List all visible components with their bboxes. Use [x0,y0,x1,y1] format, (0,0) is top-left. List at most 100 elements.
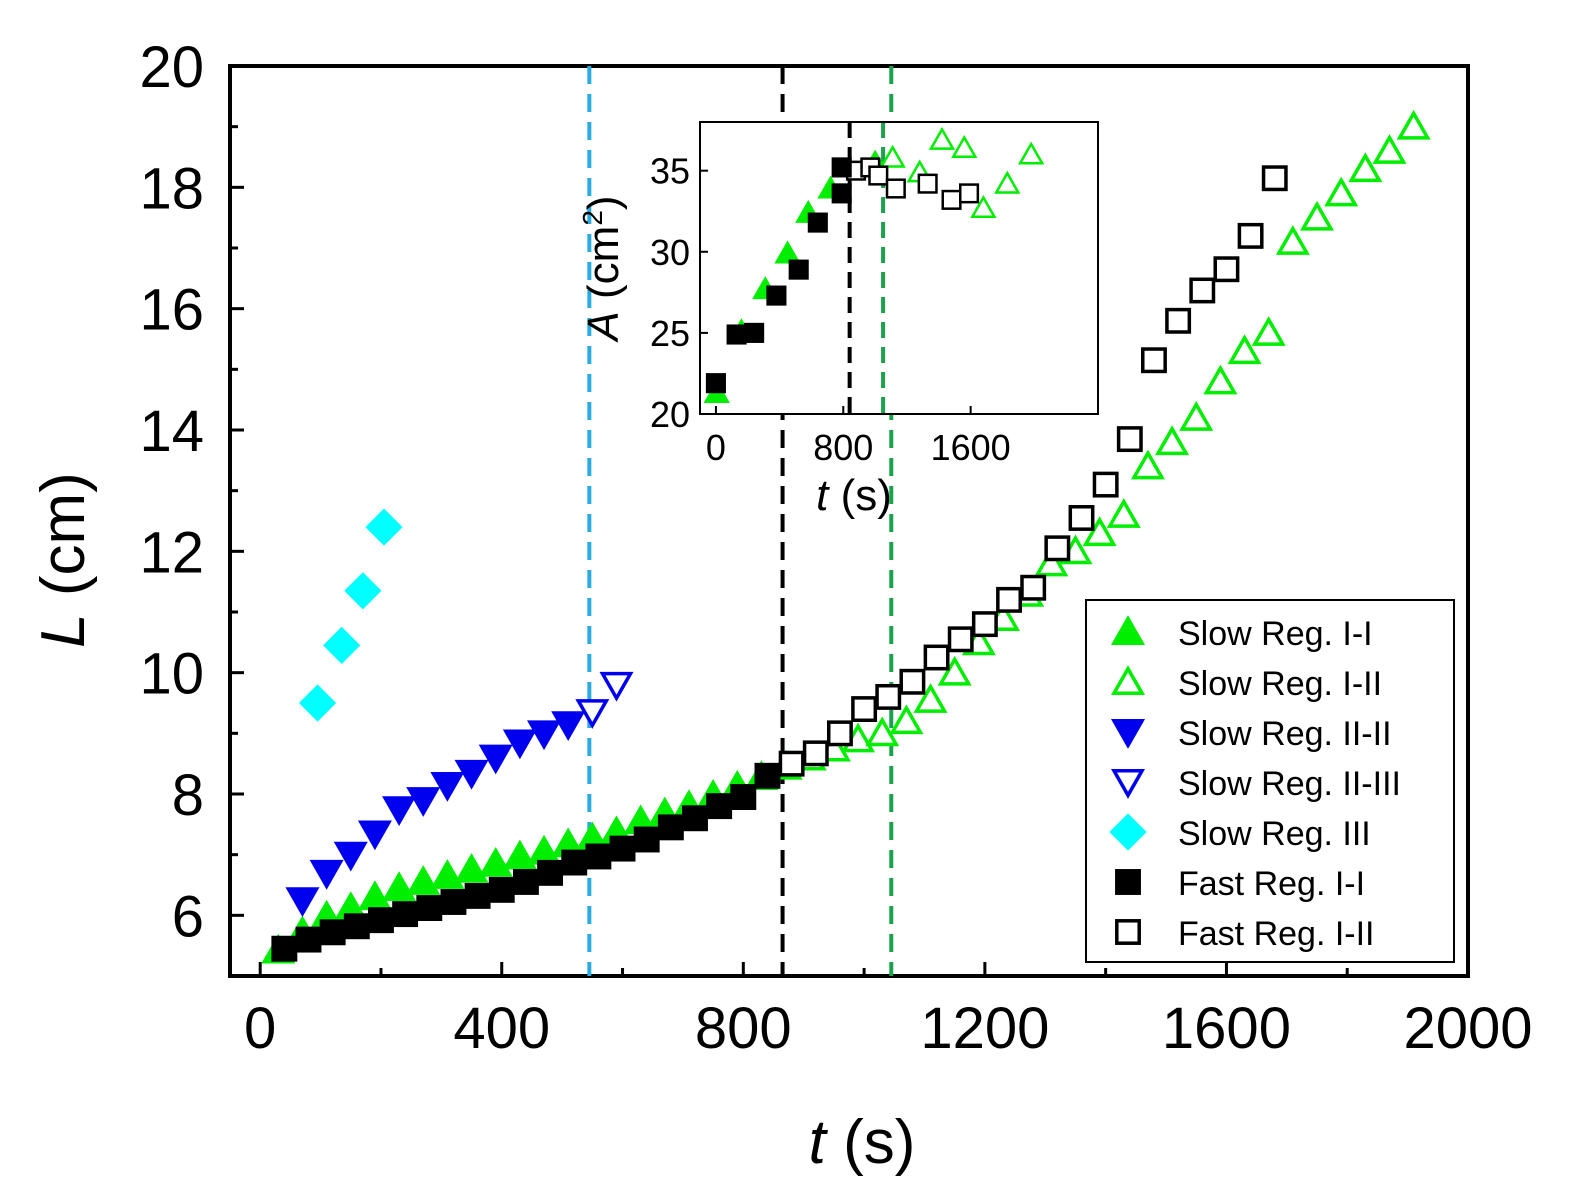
legend-label: Fast Reg. I-I [1178,865,1365,903]
data-point [478,744,513,775]
data-point [1155,425,1190,456]
x-tick-label: 1600 [1162,996,1291,1061]
data-point [440,889,467,915]
data-point [1165,307,1192,334]
data-point [319,919,346,946]
data-point [333,841,368,872]
data-point [1372,134,1407,164]
data-point [1324,176,1359,207]
data-point [1020,574,1047,601]
data-point [1237,222,1264,249]
data-point [657,814,684,841]
x-tick-label: 2000 [1403,996,1532,1061]
series-fast-reg-i-ii [778,165,1288,777]
legend-label: Slow Reg. III [1178,815,1371,853]
inset-plot-frame [699,121,1099,415]
data-point [971,611,998,638]
data-point [913,683,948,713]
inset-y-tick-label: 30 [650,232,690,273]
inset-data-point [941,189,962,210]
data-point [923,644,950,671]
main-x-axis-unit: (s) [826,1108,916,1177]
data-point [1044,535,1071,562]
data-point [754,762,781,789]
data-point [344,572,382,610]
inset-data-point [917,173,938,194]
data-point [309,859,344,890]
inset-series-fast-reg-i-ii-peak [831,157,852,178]
inset-x-tick-label: 1600 [931,427,1011,468]
data-point [271,935,298,962]
data-point [512,869,539,895]
data-point [406,787,441,817]
data-point [1213,256,1240,283]
legend-label: Slow Reg. I-I [1178,615,1373,653]
inset-y-axis-sup: 2 [577,210,608,226]
data-point [537,859,564,886]
y-tick-label: 20 [139,35,204,100]
data-point [382,871,417,901]
data-point [551,711,586,742]
series-slow-reg-iii [298,508,403,722]
inset-data-point [879,144,906,168]
inset-data-point [774,240,801,264]
inset-x-tick-label: 800 [813,427,873,468]
y-tick-label: 10 [139,642,204,707]
data-point [382,796,417,826]
main-y-axis-unit: (cm) [29,472,98,613]
data-point [527,720,562,751]
data-point [430,859,465,889]
data-point [454,759,489,790]
x-tick-label: 400 [453,996,550,1061]
data-point [1251,316,1286,346]
inset-x-axis-title: t (s) [816,471,892,520]
inset-data-point [726,324,747,345]
legend-marker [1115,919,1141,945]
legend-box [1085,599,1455,963]
data-point [1092,471,1119,498]
main-data-points [261,109,1431,964]
data-point [730,784,757,810]
data-point [706,793,733,820]
data-point [285,887,320,917]
inset-data-point [928,126,956,150]
data-point [502,729,537,760]
inset-y-axis-title: A (cm2) [577,195,628,343]
inset-series-fast-reg-i-i [705,183,852,394]
data-point [1034,546,1069,577]
inset-data-point [885,178,906,199]
inset-data-point [788,259,809,280]
x-tick-label: 1200 [920,996,1049,1061]
legend-marker [1110,719,1146,749]
data-point [478,846,513,877]
inset-data-point [868,165,889,186]
series-fast-reg-i-i [271,762,781,962]
data-point [1203,364,1238,395]
data-point [464,882,491,909]
inset-data-points [703,126,1045,403]
data-point [633,826,660,853]
inset-x-axis-unit: (s) [828,471,892,520]
data-point [527,834,562,865]
inset-x-tick-label: 0 [706,427,726,468]
data-point [599,671,634,702]
data-point [802,740,829,767]
data-point [1348,152,1383,183]
data-point [609,835,636,862]
legend-marker [1110,769,1146,799]
data-point [295,926,322,953]
data-point [1068,505,1095,531]
inset-background [700,122,1098,414]
data-point [368,907,394,934]
data-point [416,895,443,922]
data-point [1396,109,1431,140]
data-point [357,880,392,911]
main-plot-frame [228,64,1470,978]
inset-y-axis-unit: (cm [579,226,628,312]
data-point [1106,498,1141,528]
legend-marker [1110,615,1146,645]
inset-data-point [958,183,980,204]
data-point [899,668,926,695]
inset-data-point [705,373,726,394]
